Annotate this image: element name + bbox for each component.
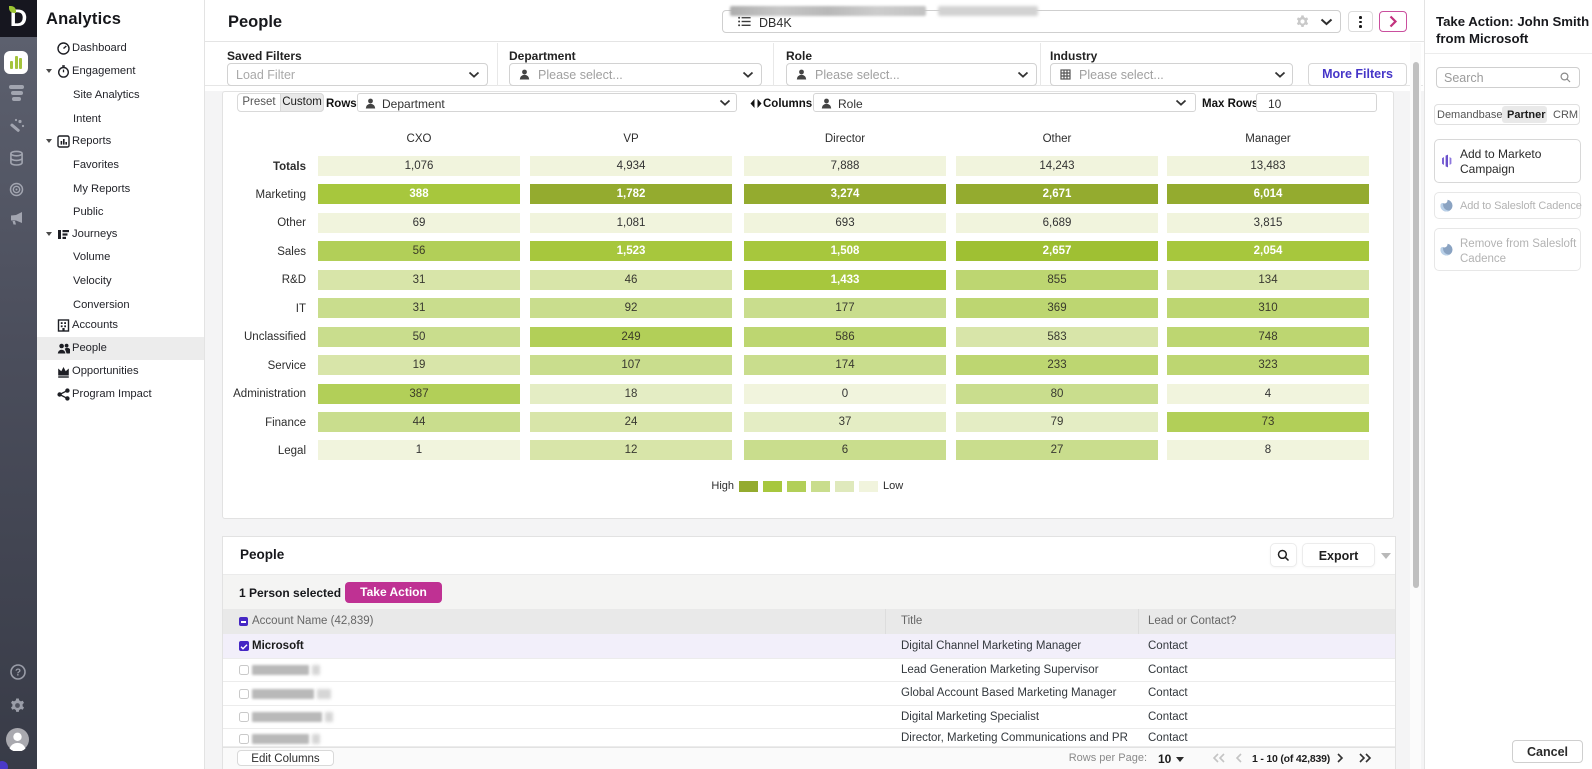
- svg-text:?: ?: [15, 668, 21, 679]
